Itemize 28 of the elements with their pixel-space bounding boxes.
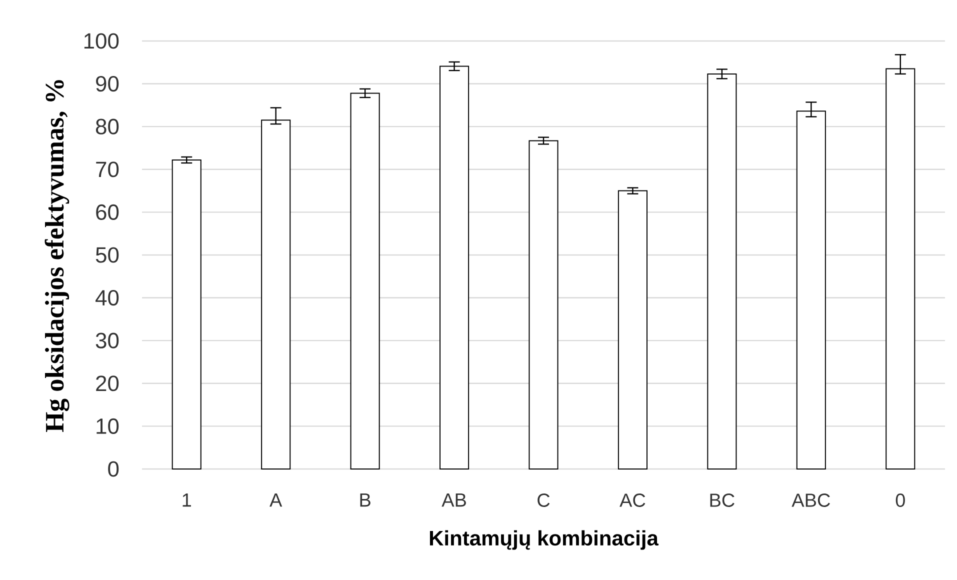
bar xyxy=(172,159,202,470)
y-tick-label: 90 xyxy=(96,76,119,92)
bar xyxy=(528,140,558,470)
x-axis-title: Kintamųjų kombinacija xyxy=(430,530,659,550)
y-tick-label: 30 xyxy=(96,332,119,348)
y-tick-label: 50 xyxy=(96,247,119,263)
x-tick-label: BC xyxy=(710,494,734,507)
y-tick-label: 70 xyxy=(96,162,119,178)
y-tick-label: 60 xyxy=(96,204,119,220)
x-tick-label: AB xyxy=(442,494,466,507)
y-tick-label: 20 xyxy=(96,376,119,392)
x-tick-label: A xyxy=(270,494,282,507)
bar xyxy=(707,73,737,470)
y-tick-label: 80 xyxy=(96,118,119,134)
bar xyxy=(350,92,380,470)
y-axis-title: Hg oksidacijos efektyvumas, % xyxy=(44,80,70,432)
x-tick-label: ABC xyxy=(792,494,830,507)
bar xyxy=(618,190,648,470)
x-tick-label: AC xyxy=(620,494,646,507)
y-tick-label: 100 xyxy=(84,33,119,49)
y-tick-label: 10 xyxy=(96,418,119,434)
x-tick-label: C xyxy=(538,494,550,507)
y-tick-label: 0 xyxy=(108,461,119,477)
x-tick-label: 0 xyxy=(896,494,905,507)
x-tick-label: 1 xyxy=(182,494,191,507)
x-tick-label: B xyxy=(360,494,370,507)
bar xyxy=(440,66,470,470)
y-tick-label: 40 xyxy=(96,290,119,306)
